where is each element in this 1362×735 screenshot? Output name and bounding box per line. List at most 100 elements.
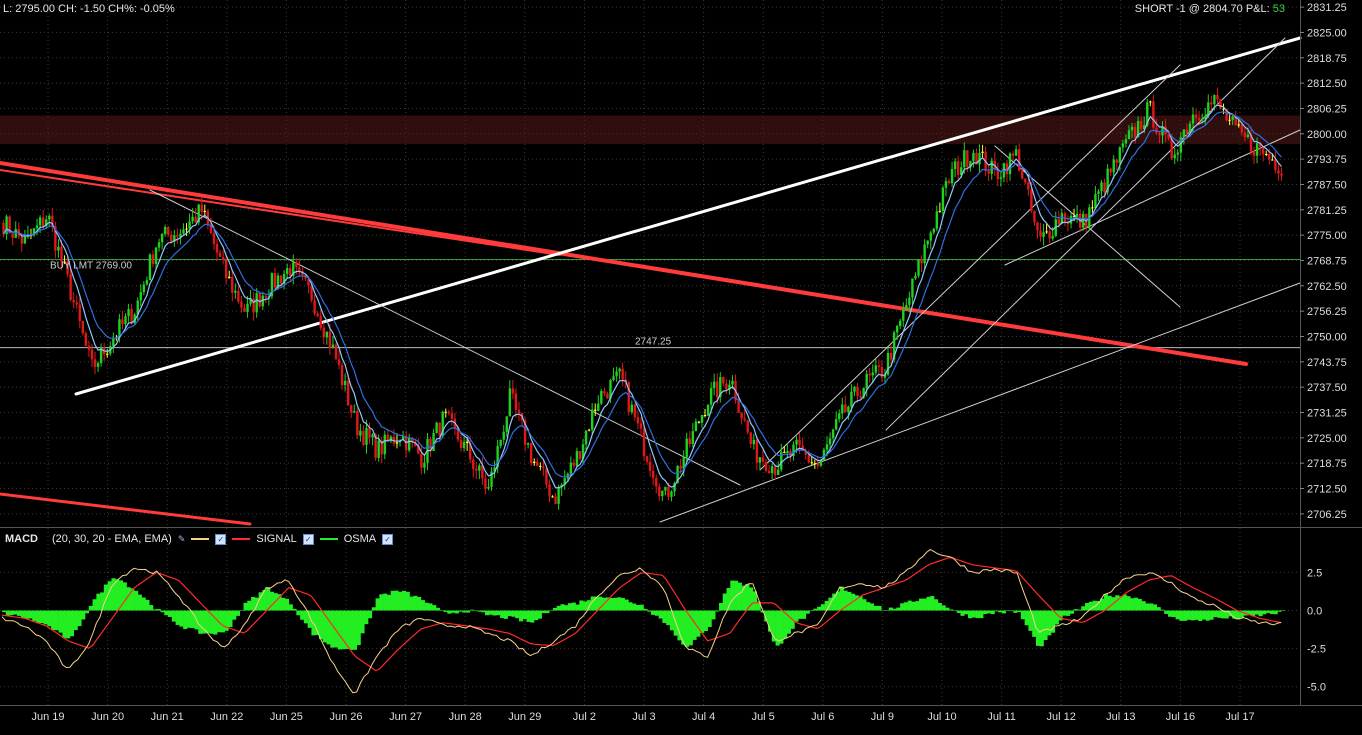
osma-bar bbox=[303, 610, 308, 624]
candle-body bbox=[1191, 114, 1195, 124]
candle-body bbox=[197, 204, 200, 223]
osma-bar bbox=[862, 599, 867, 611]
candle-body bbox=[20, 236, 24, 244]
macd-line-checkbox[interactable]: ✓ bbox=[215, 533, 227, 545]
osma-bar bbox=[1149, 603, 1154, 611]
candle-body bbox=[658, 486, 661, 497]
candle-body bbox=[697, 421, 701, 423]
osma-bar bbox=[152, 609, 158, 611]
osma-bar bbox=[530, 610, 535, 623]
candle-body bbox=[667, 486, 670, 497]
candle-body bbox=[1234, 116, 1237, 126]
osma-bar bbox=[575, 604, 580, 611]
candle-body bbox=[215, 243, 219, 253]
osma-bar bbox=[975, 610, 980, 619]
candle-body bbox=[996, 169, 1000, 180]
osma-bar bbox=[360, 610, 365, 634]
candle-body bbox=[801, 445, 804, 451]
osma-bar bbox=[692, 610, 697, 640]
osma-bar bbox=[613, 597, 618, 611]
candle-body bbox=[960, 167, 963, 175]
osma-bar bbox=[1001, 610, 1007, 614]
candle-body bbox=[978, 152, 981, 165]
candle-body bbox=[810, 462, 813, 464]
y-tick-label: 2818.75 bbox=[1307, 53, 1347, 65]
osma-bar bbox=[394, 590, 399, 611]
macd-tick-label: -5.0 bbox=[1307, 682, 1326, 694]
candle-body bbox=[145, 280, 149, 285]
signal-checkbox[interactable]: ✓ bbox=[302, 533, 314, 545]
candle-body bbox=[63, 261, 66, 263]
candle-body bbox=[1240, 124, 1244, 133]
candle-body bbox=[627, 382, 630, 413]
candle-body bbox=[603, 391, 606, 394]
macd-tick-label: 0.0 bbox=[1307, 606, 1322, 618]
candle-body bbox=[990, 160, 993, 174]
candle-body bbox=[743, 418, 746, 421]
x-tick-label: Jul 17 bbox=[1225, 711, 1254, 723]
candle-body bbox=[1173, 154, 1176, 159]
candle-body bbox=[1179, 137, 1183, 153]
edit-wand-icon[interactable]: ✎ bbox=[177, 533, 186, 544]
candle-body bbox=[819, 459, 823, 466]
candle-body bbox=[163, 226, 167, 234]
osma-checkbox[interactable]: ✓ bbox=[382, 533, 394, 545]
osma-bar bbox=[5, 610, 10, 616]
candle-body bbox=[508, 388, 512, 417]
osma-bar bbox=[341, 610, 346, 650]
candle-body bbox=[1106, 168, 1109, 193]
candle-body bbox=[371, 434, 374, 438]
osma-bar bbox=[160, 610, 165, 613]
osma-bar bbox=[439, 609, 444, 611]
osma-bar bbox=[779, 610, 784, 644]
osma-bar bbox=[1103, 594, 1108, 611]
osma-bar bbox=[832, 593, 837, 611]
osma-bar bbox=[700, 610, 705, 633]
candle-body bbox=[609, 380, 612, 399]
candle-body bbox=[712, 381, 716, 389]
candle-body bbox=[465, 441, 469, 444]
candle-body bbox=[691, 431, 695, 445]
candle-body bbox=[1048, 231, 1051, 239]
osma-bar bbox=[768, 610, 773, 632]
candle-body bbox=[844, 404, 847, 413]
candle-body bbox=[57, 246, 60, 251]
candle-body bbox=[661, 490, 664, 497]
osma-bar bbox=[1077, 609, 1082, 611]
candle-body bbox=[411, 437, 414, 443]
candle-body bbox=[383, 434, 386, 455]
candle-body bbox=[1228, 119, 1231, 121]
macd-params[interactable]: (20, 30, 20 - EMA, EMA) bbox=[52, 533, 172, 545]
osma-bar bbox=[383, 593, 388, 611]
candle-body bbox=[231, 276, 234, 293]
candle-body bbox=[575, 451, 579, 466]
level-label: 2747.25 bbox=[635, 337, 672, 348]
candle-body bbox=[264, 295, 268, 298]
candle-body bbox=[368, 427, 371, 438]
x-tick-label: Jul 5 bbox=[752, 711, 775, 723]
osma-bar bbox=[262, 589, 267, 611]
candle-body bbox=[11, 233, 14, 238]
candle-body bbox=[1115, 159, 1118, 163]
candle-body bbox=[578, 451, 582, 459]
macd-title[interactable]: MACD bbox=[5, 533, 38, 545]
candle-body bbox=[1222, 108, 1225, 110]
osma-bar bbox=[24, 610, 29, 619]
y-tick-label: 2706.25 bbox=[1307, 509, 1347, 521]
candle-body bbox=[719, 377, 722, 398]
y-tick-label: 2781.25 bbox=[1307, 205, 1347, 217]
candle-body bbox=[834, 419, 838, 430]
candle-body bbox=[84, 333, 88, 346]
candle-body bbox=[8, 216, 11, 234]
candle-body bbox=[987, 171, 990, 174]
osma-bar bbox=[771, 610, 776, 642]
candle-body bbox=[307, 278, 310, 286]
level-labels: BUY LMT 2769.00 2747.25 bbox=[50, 260, 672, 347]
osma-bar bbox=[1251, 610, 1256, 617]
candle-body bbox=[356, 410, 359, 436]
osma-bar bbox=[1017, 610, 1022, 613]
osma-bar bbox=[669, 610, 674, 631]
x-tick-label: Jun 29 bbox=[508, 711, 541, 723]
